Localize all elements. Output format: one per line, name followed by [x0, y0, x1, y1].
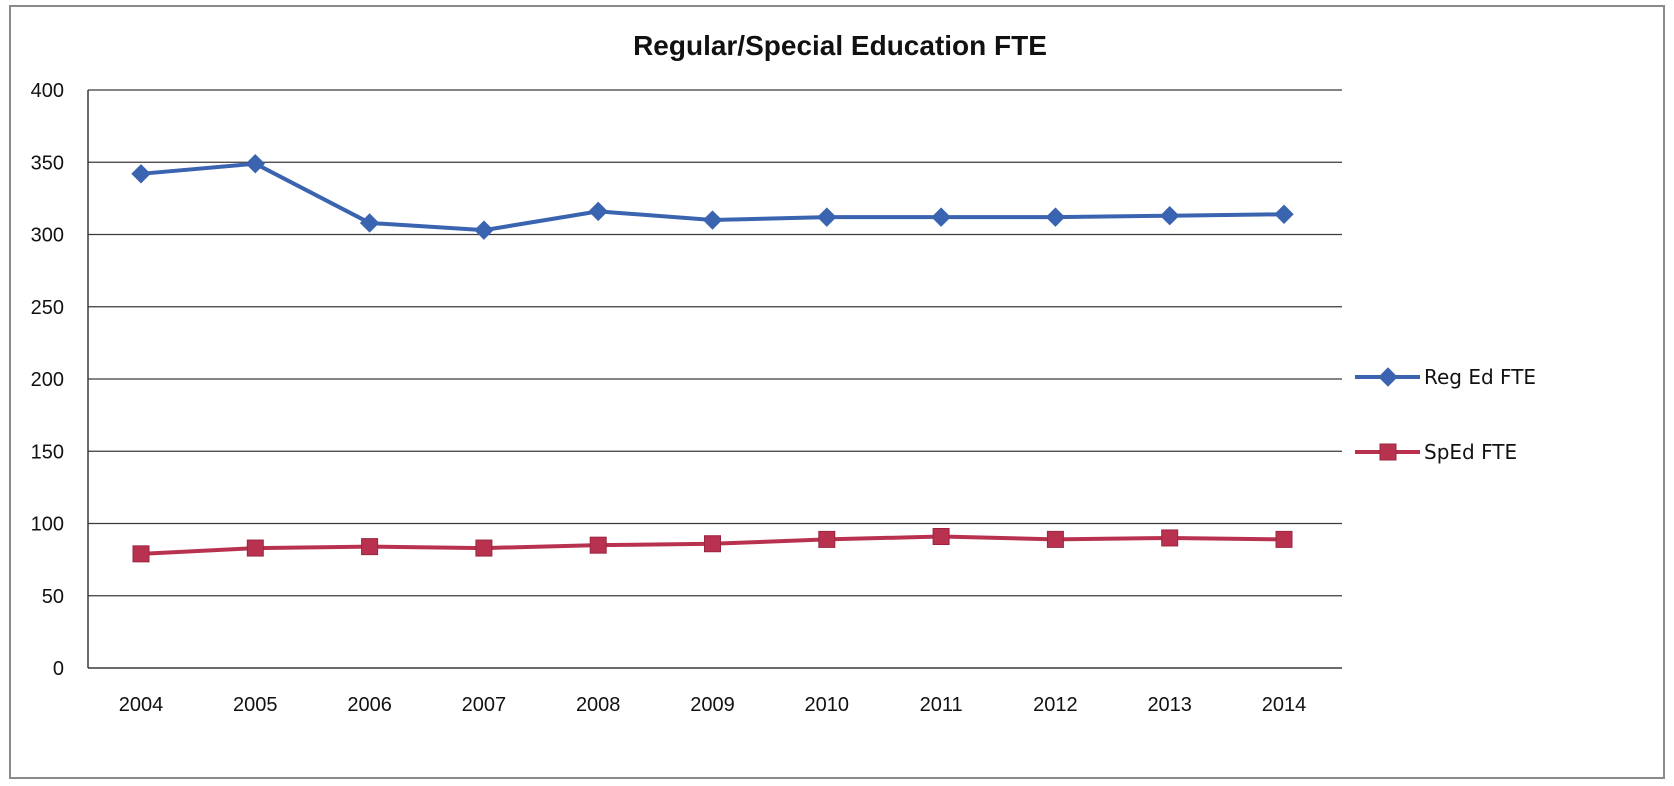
data-point-sped-fte: [1275, 530, 1293, 548]
legend: Reg Ed FTE SpEd FTE: [1355, 365, 1536, 464]
series-reg-ed-fte: [131, 153, 1294, 240]
data-point-reg-ed-fte: [131, 164, 151, 184]
data-point-reg-ed-fte: [359, 213, 380, 233]
data-point-sped-fte: [1161, 529, 1179, 547]
data-point-reg-ed-fte: [474, 220, 494, 240]
x-tick-label: 2004: [119, 694, 164, 716]
chart-border: [9, 5, 1665, 779]
x-tick-label: 2011: [920, 694, 963, 716]
y-tick-label: 0: [53, 658, 64, 680]
y-tick-label: 200: [31, 369, 64, 391]
legend-item-sped-fte: SpEd FTE: [1355, 440, 1517, 464]
data-point-reg-ed-fte: [817, 207, 837, 227]
x-tick-label: 2009: [690, 694, 735, 716]
series-layer: [131, 153, 1294, 563]
data-point-reg-ed-fte: [245, 153, 266, 174]
y-tick-label: 300: [31, 225, 64, 247]
data-point-sped-fte: [1046, 530, 1064, 548]
y-axis-tick-labels: 0 50 100 150 200 250 300 350 400: [31, 80, 64, 680]
chart-title: Regular/Special Education FTE: [633, 30, 1047, 61]
y-tick-label: 400: [31, 80, 64, 102]
data-point-sped-fte: [932, 528, 950, 546]
y-tick-label: 350: [31, 152, 64, 174]
legend-label: SpEd FTE: [1424, 440, 1517, 464]
x-tick-label: 2014: [1262, 694, 1307, 716]
data-point-reg-ed-fte: [1159, 206, 1180, 226]
x-tick-label: 2012: [1033, 694, 1078, 716]
x-tick-label: 2007: [462, 694, 507, 716]
y-tick-label: 250: [31, 297, 64, 319]
data-point-sped-fte: [132, 545, 150, 563]
y-tick-label: 150: [31, 441, 64, 463]
y-tick-label: 100: [31, 514, 64, 536]
data-point-reg-ed-fte: [1045, 207, 1066, 227]
x-tick-label: 2013: [1147, 694, 1192, 716]
legend-label: Reg Ed FTE: [1424, 365, 1536, 389]
gridlines: [88, 89, 1342, 597]
x-axis-tick-labels: 2004 2005 2006 2007 2008 2009 2010 2011 2012 2013…: [119, 694, 1307, 716]
data-point-reg-ed-fte: [931, 207, 951, 227]
y-tick-label: 50: [42, 586, 64, 608]
axes: [87, 90, 1342, 669]
x-tick-label: 2008: [576, 694, 621, 716]
data-point-sped-fte: [589, 536, 607, 554]
x-tick-label: 2005: [233, 694, 278, 716]
data-point-sped-fte: [475, 539, 493, 557]
data-point-sped-fte: [704, 535, 721, 553]
x-tick-label: 2006: [347, 694, 392, 716]
data-point-reg-ed-fte: [1274, 204, 1294, 224]
data-point-reg-ed-fte: [702, 210, 723, 230]
data-point-sped-fte: [246, 539, 264, 557]
legend-item-reg-ed-fte: Reg Ed FTE: [1355, 365, 1536, 389]
legend-marker: [1378, 367, 1398, 387]
data-point-sped-fte: [361, 538, 379, 556]
data-point-sped-fte: [818, 530, 836, 548]
legend-marker: [1379, 443, 1397, 461]
x-tick-label: 2010: [805, 694, 850, 716]
series-sped-fte: [132, 528, 1293, 563]
data-point-reg-ed-fte: [588, 201, 608, 222]
